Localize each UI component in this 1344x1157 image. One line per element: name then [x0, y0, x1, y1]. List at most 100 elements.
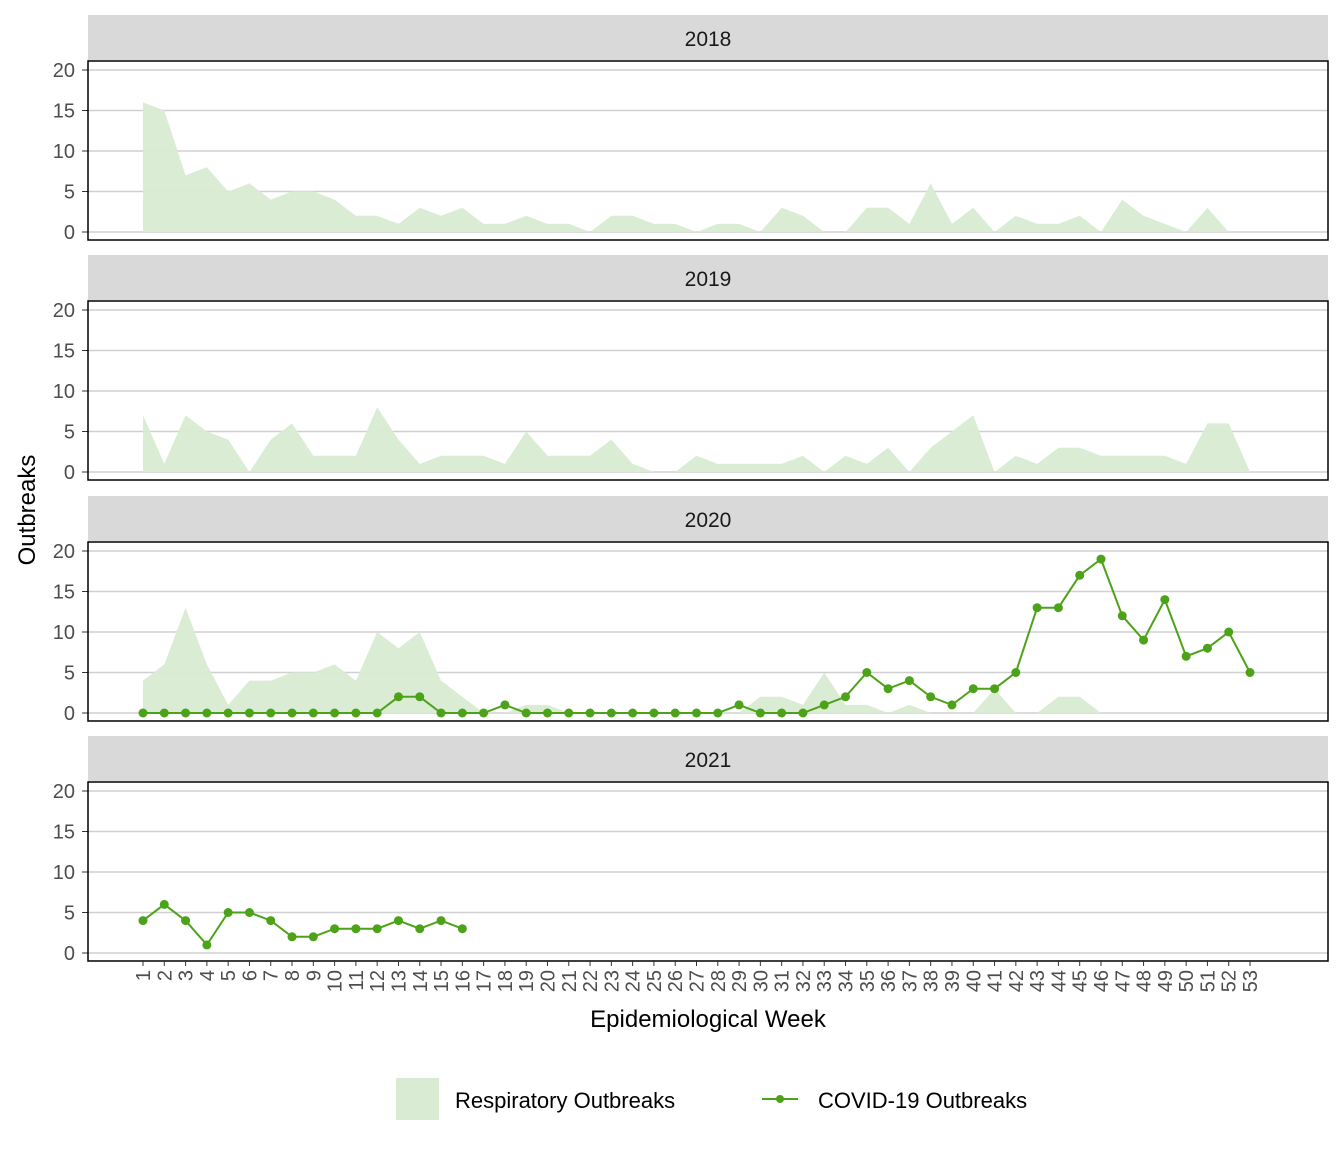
- x-tick-label: 50: [1176, 970, 1198, 992]
- covid-point-2021-week-1: [138, 916, 148, 926]
- covid-point-2020-week-19: [521, 708, 531, 718]
- covid-line-2021: [142, 903, 463, 947]
- covid-point-2020-week-30: [755, 708, 765, 718]
- x-tick-label: 43: [1027, 970, 1049, 992]
- covid-point-2020-week-44: [1053, 603, 1063, 613]
- covid-point-2020-week-29: [734, 700, 744, 710]
- x-tick-label: 13: [388, 970, 410, 992]
- y-tick-label: 0: [64, 462, 75, 484]
- x-tick-label: 47: [1112, 970, 1134, 992]
- x-tick-label: 16: [452, 970, 474, 992]
- x-tick-label: 31: [772, 970, 794, 992]
- x-axis: 1 2 3 4 5 6 7 8 9 10 11 12 13 14 15 16 17 18 19 20 21 22 23 24 2…: [133, 960, 1262, 992]
- covid-point-2020-week-6: [244, 708, 254, 718]
- x-tick-label: 45: [1070, 970, 1092, 992]
- covid-point-2020-week-46: [1096, 554, 1106, 564]
- covid-point-2020-week-4: [202, 708, 212, 718]
- x-tick-label: 35: [857, 970, 879, 992]
- covid-point-2021-week-9: [308, 932, 318, 942]
- panel-2018: 2018 0 5 10 15 20: [53, 15, 1329, 244]
- covid-point-2020-week-2: [159, 708, 169, 718]
- y-tick-label: 15: [53, 582, 75, 604]
- covid-point-2020-week-37: [904, 676, 914, 686]
- covid-point-2021-week-6: [244, 908, 254, 917]
- covid-point-2021-week-12: [372, 924, 382, 934]
- x-tick-label: 12: [367, 970, 389, 992]
- covid-point-2020-week-43: [1032, 603, 1042, 613]
- covid-point-2020-week-35: [862, 668, 872, 677]
- covid-point-2021-week-15: [436, 916, 446, 926]
- covid-point-2020-week-16: [457, 708, 467, 718]
- covid-point-2020-week-12: [372, 708, 382, 718]
- x-tick-label: 49: [1155, 970, 1177, 992]
- y-axis-title: Outbreaks: [14, 455, 41, 566]
- covid-point-2020-week-23: [606, 708, 616, 718]
- covid-point-2021-week-5: [223, 908, 233, 917]
- x-tick-label: 14: [410, 970, 432, 992]
- y-tick-label: 10: [53, 141, 75, 163]
- covid-point-2020-week-18: [500, 700, 510, 710]
- covid-point-2020-week-13: [393, 692, 403, 702]
- x-tick-label: 11: [346, 970, 368, 991]
- covid-point-2021-week-4: [202, 940, 212, 950]
- covid-point-2020-week-28: [713, 708, 723, 718]
- x-tick-label: 9: [303, 970, 325, 981]
- covid-point-2020-week-51: [1202, 643, 1212, 653]
- covid-point-2020-week-21: [564, 708, 574, 718]
- covid-point-2020-week-25: [649, 708, 659, 718]
- covid-point-2020-week-11: [351, 708, 361, 718]
- covid-point-2020-week-15: [436, 708, 446, 718]
- x-tick-label: 36: [878, 970, 900, 992]
- covid-point-2020-week-32: [798, 708, 808, 718]
- covid-point-2020-week-53: [1245, 668, 1255, 677]
- covid-point-2020-week-40: [968, 684, 978, 694]
- covid-point-2021-week-14: [415, 924, 425, 934]
- x-tick-label: 17: [474, 970, 496, 992]
- covid-point-2020-week-42: [1011, 668, 1021, 677]
- x-tick-label: 33: [814, 970, 836, 992]
- covid-point-2020-week-5: [223, 708, 233, 718]
- x-tick-label: 26: [665, 970, 687, 992]
- panel-border: [87, 300, 1329, 481]
- covid-point-2021-week-2: [159, 899, 169, 909]
- covid-point-2020-week-27: [692, 708, 701, 718]
- x-tick-label: 28: [708, 970, 730, 992]
- x-tick-label: 3: [176, 970, 198, 981]
- panel-border: [87, 541, 1329, 722]
- x-tick-label: 34: [836, 970, 858, 992]
- facet-strip: [88, 736, 1328, 781]
- x-tick-label: 37: [899, 970, 921, 992]
- x-tick-label: 30: [750, 970, 772, 992]
- x-tick-label: 23: [601, 970, 623, 992]
- x-tick-label: 38: [921, 970, 943, 992]
- covid-point-2020-week-3: [181, 708, 191, 718]
- covid-point-2021-week-7: [266, 916, 276, 926]
- x-tick-label: 22: [580, 970, 602, 992]
- x-tick-label: 1: [133, 970, 155, 981]
- x-tick-label: 32: [793, 970, 815, 992]
- y-tick-label: 0: [64, 703, 75, 725]
- y-tick-label: 20: [53, 541, 75, 563]
- x-tick-label: 41: [985, 970, 1007, 992]
- covid-point-2020-week-26: [670, 708, 680, 718]
- y-tick-label: 10: [53, 622, 75, 644]
- y-tick-label: 20: [53, 300, 75, 322]
- y-tick-label: 20: [53, 781, 75, 803]
- panel-2019: 2019 0 5 10 15 20: [53, 255, 1329, 484]
- facet-strip: [88, 496, 1328, 541]
- covid-point-2020-week-34: [841, 692, 851, 702]
- facet-label: 2021: [685, 749, 732, 772]
- x-axis-title: Epidemiological Week: [590, 1006, 827, 1033]
- covid-point-2020-week-14: [415, 692, 425, 702]
- covid-point-2020-week-45: [1075, 570, 1085, 580]
- x-tick-label: 27: [687, 970, 709, 992]
- y-tick-label: 20: [53, 60, 75, 82]
- x-tick-label: 46: [1091, 970, 1113, 992]
- legend-covid-key-point: [776, 1095, 784, 1103]
- covid-point-2020-week-1: [138, 708, 148, 718]
- covid-point-2020-week-20: [542, 708, 552, 718]
- y-tick-label: 0: [64, 943, 75, 965]
- x-tick-label: 29: [729, 970, 751, 992]
- panel-border: [87, 60, 1329, 241]
- panel-border: [87, 781, 1329, 962]
